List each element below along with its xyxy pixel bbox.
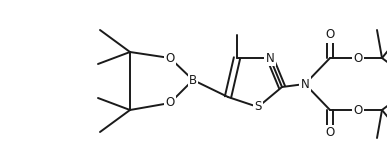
Text: N: N	[301, 77, 309, 90]
Text: S: S	[254, 101, 262, 113]
Text: N: N	[265, 52, 274, 65]
Text: O: O	[165, 52, 175, 65]
Text: B: B	[189, 74, 197, 87]
Text: O: O	[325, 126, 335, 140]
Text: O: O	[325, 29, 335, 42]
Text: O: O	[165, 96, 175, 110]
Text: O: O	[353, 104, 363, 117]
Text: O: O	[353, 52, 363, 65]
